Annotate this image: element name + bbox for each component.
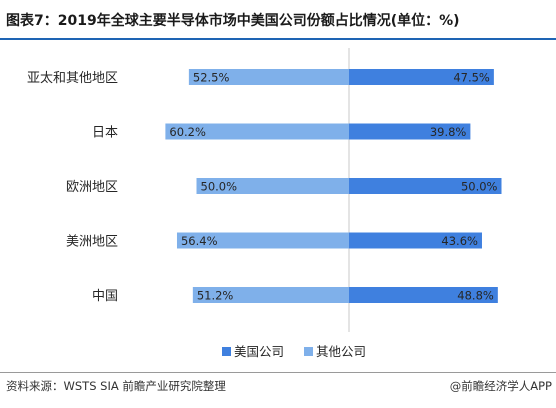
bar-us <box>349 123 471 140</box>
value-label-us: 39.8% <box>430 125 467 139</box>
value-label-other: 52.5% <box>193 71 230 85</box>
value-label-other: 50.0% <box>201 180 238 194</box>
category-label: 欧洲地区 <box>66 180 118 195</box>
legend-label-other: 其他公司 <box>316 344 366 359</box>
legend-label-us: 美国公司 <box>234 344 284 359</box>
bar-us <box>349 178 502 194</box>
bar-other <box>192 287 349 303</box>
title-divider <box>0 38 556 40</box>
bar-us <box>349 69 494 85</box>
value-label-other: 56.4% <box>181 234 218 248</box>
bar-chart: 亚太和其他地区 52.5% 47.5% 日本 60.2% 39.8% 欧洲地区 50.0% 50… <box>27 48 502 359</box>
chart-title: 图表7：2019年全球主要半导体市场中美国公司份额占比情况(单位：%) <box>6 13 460 29</box>
value-label-us: 43.6% <box>441 234 478 248</box>
source-text: 资料来源：WSTS SIA 前瞻产业研究院整理 <box>6 379 226 393</box>
category-label: 中国 <box>92 289 118 304</box>
value-label-us: 50.0% <box>461 180 498 194</box>
source-divider <box>0 372 556 373</box>
legend-swatch-other <box>304 347 313 356</box>
category-label: 亚太和其他地区 <box>27 71 118 86</box>
brand-text: @前瞻经济学人APP <box>449 379 552 393</box>
bar-other <box>165 123 349 140</box>
bar-other <box>196 178 349 194</box>
category-label: 日本 <box>92 126 118 141</box>
bar-other <box>188 69 349 85</box>
value-label-us: 47.5% <box>453 71 490 85</box>
bar-us <box>349 287 498 303</box>
bar-us <box>349 232 482 249</box>
legend-swatch-us <box>222 347 231 356</box>
category-label: 美洲地区 <box>66 235 118 250</box>
value-label-other: 60.2% <box>169 125 206 139</box>
bar-other <box>176 232 349 249</box>
value-label-other: 51.2% <box>197 289 234 303</box>
value-label-us: 48.8% <box>457 289 494 303</box>
